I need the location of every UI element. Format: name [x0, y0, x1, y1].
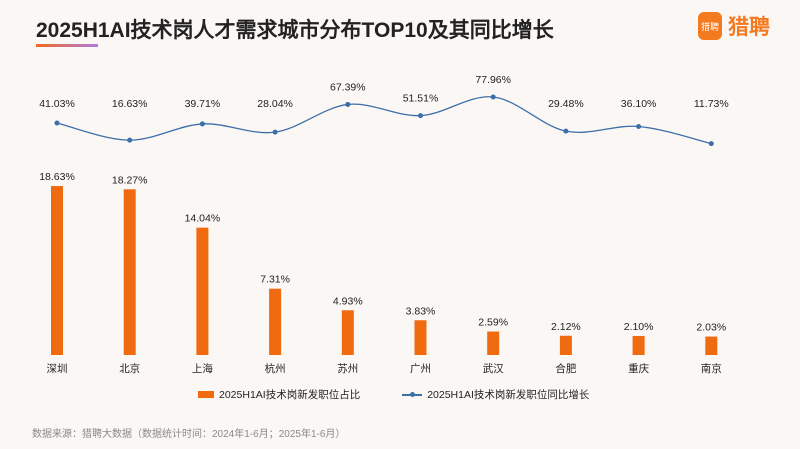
bar-data-label: 2.12%: [551, 321, 581, 333]
line-point: [199, 121, 205, 127]
line-point: [636, 123, 642, 129]
x-tick-label: 深圳: [47, 363, 68, 375]
bar: [341, 310, 354, 355]
legend-label: 2025H1AI技术岗新发职位占比: [219, 389, 361, 401]
line-point: [490, 94, 496, 100]
line-data-label: 51.51%: [403, 93, 439, 105]
legend: 2025H1AI技术岗新发职位占比 2025H1AI技术岗新发职位同比增长: [198, 387, 589, 402]
bar-data-label: 7.31%: [260, 274, 290, 286]
line-data-label: 39.71%: [185, 98, 221, 110]
legend-swatch-bar: [198, 391, 214, 398]
bar-data-label: 18.27%: [112, 174, 148, 186]
x-tick-label: 南京: [701, 362, 722, 375]
bar-data-label: 18.63%: [39, 171, 75, 183]
line-point: [418, 113, 423, 119]
line-point: [127, 137, 133, 143]
x-tick-label: 上海: [192, 362, 213, 375]
x-tick-label: 重庆: [628, 362, 649, 375]
bar: [632, 335, 645, 355]
line-data-label: 16.63%: [112, 98, 148, 110]
line-data-label: 11.73%: [694, 98, 729, 110]
bar: [269, 288, 282, 355]
legend-item-line: 2025H1AI技术岗新发职位同比增长: [402, 387, 589, 402]
growth-line: [56, 96, 712, 145]
bar-data-label: 2.03%: [696, 322, 726, 334]
bar: [196, 227, 209, 355]
bar-data-label: 2.59%: [478, 317, 508, 329]
liepin-logo: 猎聘 猎聘: [698, 11, 770, 41]
bar: [487, 331, 500, 355]
line-point: [272, 129, 278, 135]
line-data-label: 29.48%: [548, 98, 584, 110]
x-tick-label: 北京: [119, 362, 140, 375]
line-data-label: 41.03%: [39, 98, 75, 110]
line-point: [563, 128, 569, 134]
data-source-note: 数据来源：猎聘大数据（数据统计时间：2024年1-6月；2025年1-6月）: [32, 429, 346, 440]
x-tick-label: 杭州: [265, 362, 286, 375]
bar-data-label: 2.10%: [624, 321, 654, 333]
line-data-label: 77.96%: [475, 74, 511, 86]
bar: [414, 320, 427, 355]
x-tick-label: 武汉: [483, 362, 504, 375]
legend-swatch-line: [402, 392, 423, 397]
bar-data-label: 14.04%: [185, 213, 221, 225]
legend-label: 2025H1AI技术岗新发职位同比增长: [427, 389, 590, 401]
bar: [559, 335, 572, 355]
legend-item-bar: 2025H1AI技术岗新发职位占比: [198, 387, 360, 402]
bar-data-label: 4.93%: [333, 295, 363, 307]
line-data-label: 28.04%: [257, 98, 293, 110]
page-title: 2025H1AI技术岗人才需求城市分布TOP10及其同比增长: [36, 19, 554, 42]
bar: [705, 336, 718, 355]
x-tick-label: 合肥: [555, 362, 576, 375]
logo-icon: 猎聘: [698, 12, 722, 40]
title-underline: [36, 44, 98, 47]
line-point: [708, 141, 714, 147]
line-data-label: 67.39%: [330, 81, 366, 93]
bar: [123, 189, 136, 355]
bar-data-label: 3.83%: [406, 305, 436, 317]
x-tick-label: 广州: [410, 363, 431, 375]
line-point: [345, 101, 351, 107]
line-point: [54, 120, 60, 126]
line-data-label: 36.10%: [621, 98, 657, 110]
x-tick-label: 苏州: [337, 362, 358, 375]
bar: [51, 186, 63, 355]
logo-text: 猎聘: [728, 16, 770, 39]
